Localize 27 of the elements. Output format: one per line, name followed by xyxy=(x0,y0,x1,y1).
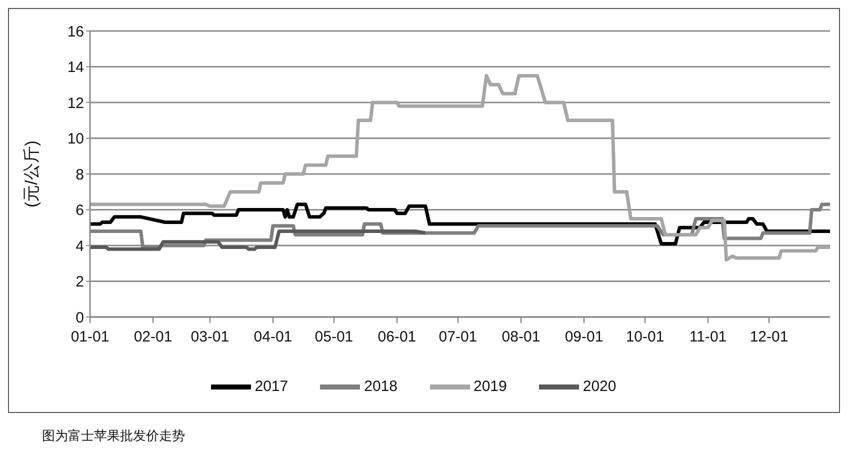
y-tick-label: 0 xyxy=(76,309,84,326)
x-tick-label: 05-01 xyxy=(314,328,354,346)
x-tick-label: 03-01 xyxy=(190,328,230,346)
text: 图为富士苹果批发价走势 xyxy=(42,427,186,445)
y-tick-label: 16 xyxy=(67,23,84,40)
y-axis-title: (元/公斤) xyxy=(22,140,42,208)
x-tick-label: 02-01 xyxy=(134,328,172,346)
legend-label: 2019 xyxy=(474,378,507,395)
y-tick-label: 8 xyxy=(76,166,84,184)
legend-label: 2018 xyxy=(364,378,398,395)
y-tick-label: 12 xyxy=(67,94,84,112)
y-tick-label: 2 xyxy=(76,274,84,291)
y-tick-label: 10 xyxy=(67,130,84,148)
x-tick-label: 12-01 xyxy=(750,328,788,346)
legend-label: 2020 xyxy=(582,378,616,395)
y-tick-label: 4 xyxy=(76,238,84,255)
x-tick-label: 07-01 xyxy=(438,328,478,346)
x-tick-label: 01-01 xyxy=(70,328,110,346)
x-tick-label: 11-01 xyxy=(689,328,727,346)
x-tick-label: 06-01 xyxy=(378,328,416,346)
legend-label: 2017 xyxy=(254,378,288,395)
x-tick-label: 04-01 xyxy=(254,328,292,346)
x-tick-label: 08-01 xyxy=(502,328,540,346)
y-tick-label: 14 xyxy=(67,59,84,76)
x-tick-label: 10-01 xyxy=(626,328,664,346)
x-tick-label: 09-01 xyxy=(564,328,604,346)
y-tick-label: 6 xyxy=(76,202,84,220)
